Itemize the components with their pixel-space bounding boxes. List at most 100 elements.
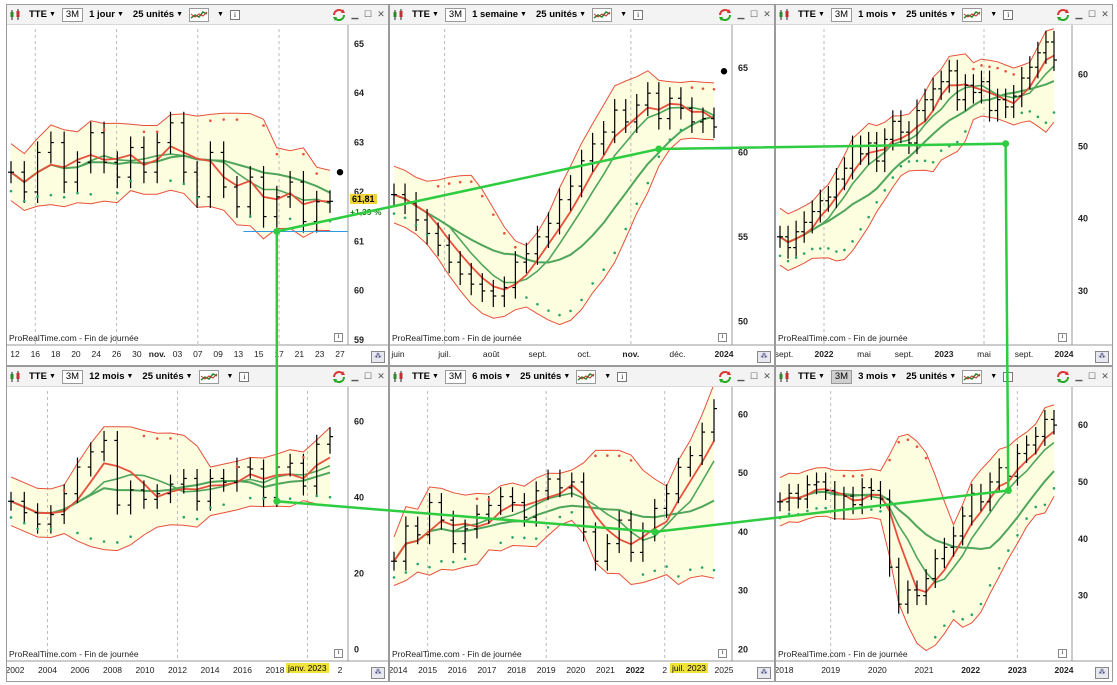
close-icon[interactable]: ✕: [377, 9, 385, 19]
chart-pane-p2[interactable]: TTE ▼ 3M 1 semaine ▼ 25 unités ▼ ▼ i ▁ ☐ ✕ …: [389, 4, 775, 366]
chevron-down-icon: ▼: [620, 11, 628, 18]
maximize-icon[interactable]: ☐: [749, 371, 759, 381]
price-chart[interactable]: 60 50 40 30 sept. 2022 mai sept. 2023 mai sept. 202…: [776, 25, 1112, 365]
psar-dot: [1043, 503, 1047, 507]
close-icon[interactable]: ✕: [763, 371, 771, 381]
chart-type-icon[interactable]: [778, 8, 792, 22]
maximize-icon[interactable]: ☐: [363, 9, 373, 19]
sync-icon[interactable]: [331, 370, 347, 384]
chart-type-icon[interactable]: [392, 370, 406, 384]
info-icon[interactable]: i: [239, 371, 250, 382]
price-chart[interactable]: 60 50 40 30 20 2014 2015 2016 2017 2018 2019 2020 20…: [390, 387, 774, 681]
close-icon[interactable]: ✕: [763, 9, 771, 19]
chart-pane-p4[interactable]: TTE ▼ 3M 12 mois ▼ 25 unités ▼ ▼ i ▁ ☐ ✕ 60…: [6, 366, 389, 682]
info-icon[interactable]: i: [1003, 9, 1014, 20]
period-selector[interactable]: 1 jour ▼: [86, 8, 127, 22]
sync-icon[interactable]: [1055, 8, 1071, 22]
chart-pane-p5[interactable]: TTE ▼ 3M 6 mois ▼ 25 unités ▼ ▼ i ▁ ☐ ✕ 60 5…: [389, 366, 775, 682]
ticker-selector[interactable]: TTE ▼: [409, 370, 442, 384]
indicators-icon[interactable]: [189, 7, 210, 22]
sync-icon[interactable]: [717, 370, 733, 384]
close-icon[interactable]: ✕: [1101, 9, 1109, 19]
y-tick-label: 40: [1078, 214, 1088, 224]
indicators-menu[interactable]: ▼: [222, 370, 237, 384]
indicators-icon[interactable]: [962, 369, 983, 384]
indicators-icon[interactable]: [962, 7, 983, 22]
maximize-icon[interactable]: ☐: [363, 371, 373, 381]
indicators-menu[interactable]: ▼: [615, 8, 630, 22]
units-selector[interactable]: 25 unités ▼: [130, 8, 186, 22]
chart-pane-p3[interactable]: TTE ▼ 3M 1 mois ▼ 25 unités ▼ ▼ i ▁ ☐ ✕ 60 5…: [775, 4, 1113, 366]
zoom-icon[interactable]: ⁂: [757, 667, 771, 679]
ticker-selector[interactable]: TTE ▼: [409, 8, 442, 22]
minimize-icon[interactable]: ▁: [737, 9, 745, 19]
indicators-icon[interactable]: [592, 7, 613, 22]
price-chart[interactable]: 60 50 40 30 2018 2019 2020 2021 2022 2023 2024: [776, 387, 1112, 681]
ohlc-bar: [220, 141, 227, 199]
minimize-icon[interactable]: ▁: [351, 371, 359, 381]
price-chart[interactable]: 60 40 20 0 2002 2004 2006 2008 2010 2012 2014 2016 2…: [7, 387, 388, 681]
zoom-icon[interactable]: ⁂: [1095, 351, 1109, 363]
info-icon[interactable]: i: [1003, 371, 1014, 382]
zoom-icon[interactable]: ⁂: [1095, 667, 1109, 679]
sync-icon[interactable]: [331, 8, 347, 22]
period-selector[interactable]: 1 mois ▼: [855, 8, 900, 22]
sync-icon[interactable]: [717, 8, 733, 22]
info-icon[interactable]: i: [229, 9, 240, 20]
chart-type-icon[interactable]: [778, 370, 792, 384]
info-icon[interactable]: i: [334, 649, 343, 658]
indicators-menu[interactable]: ▼: [212, 8, 227, 22]
ticker-selector[interactable]: TTE ▼: [795, 370, 828, 384]
ticker-selector[interactable]: TTE ▼: [26, 370, 59, 384]
chart-pane-p1[interactable]: TTE ▼ 3M 1 jour ▼ 25 unités ▼ ▼ i ▁ ☐ ✕ 65 6…: [6, 4, 389, 366]
sync-icon[interactable]: [1055, 370, 1071, 384]
maximize-icon[interactable]: ☐: [1087, 9, 1097, 19]
units-selector[interactable]: 25 unités ▼: [903, 8, 959, 22]
info-icon[interactable]: i: [633, 9, 644, 20]
minimize-icon[interactable]: ▁: [351, 9, 359, 19]
maximize-icon[interactable]: ☐: [749, 9, 759, 19]
indicators-menu[interactable]: ▼: [599, 370, 614, 384]
period-selector[interactable]: 3 mois ▼: [855, 370, 900, 384]
indicators-icon[interactable]: [576, 369, 597, 384]
indicators-menu[interactable]: ▼: [985, 8, 1000, 22]
indicators-icon[interactable]: [198, 369, 219, 384]
preset-3m-button[interactable]: 3M: [444, 7, 467, 22]
info-icon[interactable]: i: [334, 333, 343, 342]
zoom-icon[interactable]: ⁂: [757, 351, 771, 363]
period-selector[interactable]: 12 mois ▼: [86, 370, 136, 384]
ticker-selector[interactable]: TTE ▼: [795, 8, 828, 22]
units-selector[interactable]: 25 unités ▼: [517, 370, 573, 384]
chart-type-icon[interactable]: [9, 8, 23, 22]
indicators-menu[interactable]: ▼: [985, 370, 1000, 384]
preset-3m-button[interactable]: 3M: [830, 7, 853, 22]
units-selector[interactable]: 25 unités ▼: [533, 8, 589, 22]
info-icon[interactable]: i: [718, 649, 727, 658]
units-selector[interactable]: 25 unités ▼: [139, 370, 195, 384]
period-selector[interactable]: 1 semaine ▼: [469, 8, 530, 22]
minimize-icon[interactable]: ▁: [737, 371, 745, 381]
preset-3m-button[interactable]: 3M: [830, 369, 853, 384]
maximize-icon[interactable]: ☐: [1087, 371, 1097, 381]
minimize-icon[interactable]: ▁: [1075, 9, 1083, 19]
chart-type-icon[interactable]: [9, 370, 23, 384]
close-icon[interactable]: ✕: [377, 371, 385, 381]
close-icon[interactable]: ✕: [1101, 371, 1109, 381]
ticker-selector[interactable]: TTE ▼: [26, 8, 59, 22]
units-selector[interactable]: 25 unités ▼: [903, 370, 959, 384]
chart-pane-p6[interactable]: TTE ▼ 3M 3 mois ▼ 25 unités ▼ ▼ i ▁ ☐ ✕ 60 5…: [775, 366, 1113, 682]
info-icon[interactable]: i: [718, 333, 727, 342]
preset-3m-button[interactable]: 3M: [444, 369, 467, 384]
chart-type-icon[interactable]: [392, 8, 406, 22]
preset-3m-button[interactable]: 3M: [61, 7, 84, 22]
zoom-icon[interactable]: ⁂: [371, 351, 385, 363]
info-icon[interactable]: i: [1058, 649, 1067, 658]
price-chart[interactable]: 65 60 55 50 juin juil. août sept. oct. nov. déc. 20…: [390, 25, 774, 365]
zoom-icon[interactable]: ⁂: [371, 667, 385, 679]
info-icon[interactable]: i: [617, 371, 628, 382]
preset-3m-button[interactable]: 3M: [61, 369, 84, 384]
info-icon[interactable]: i: [1058, 333, 1067, 342]
minimize-icon[interactable]: ▁: [1075, 371, 1083, 381]
period-selector[interactable]: 6 mois ▼: [469, 370, 514, 384]
